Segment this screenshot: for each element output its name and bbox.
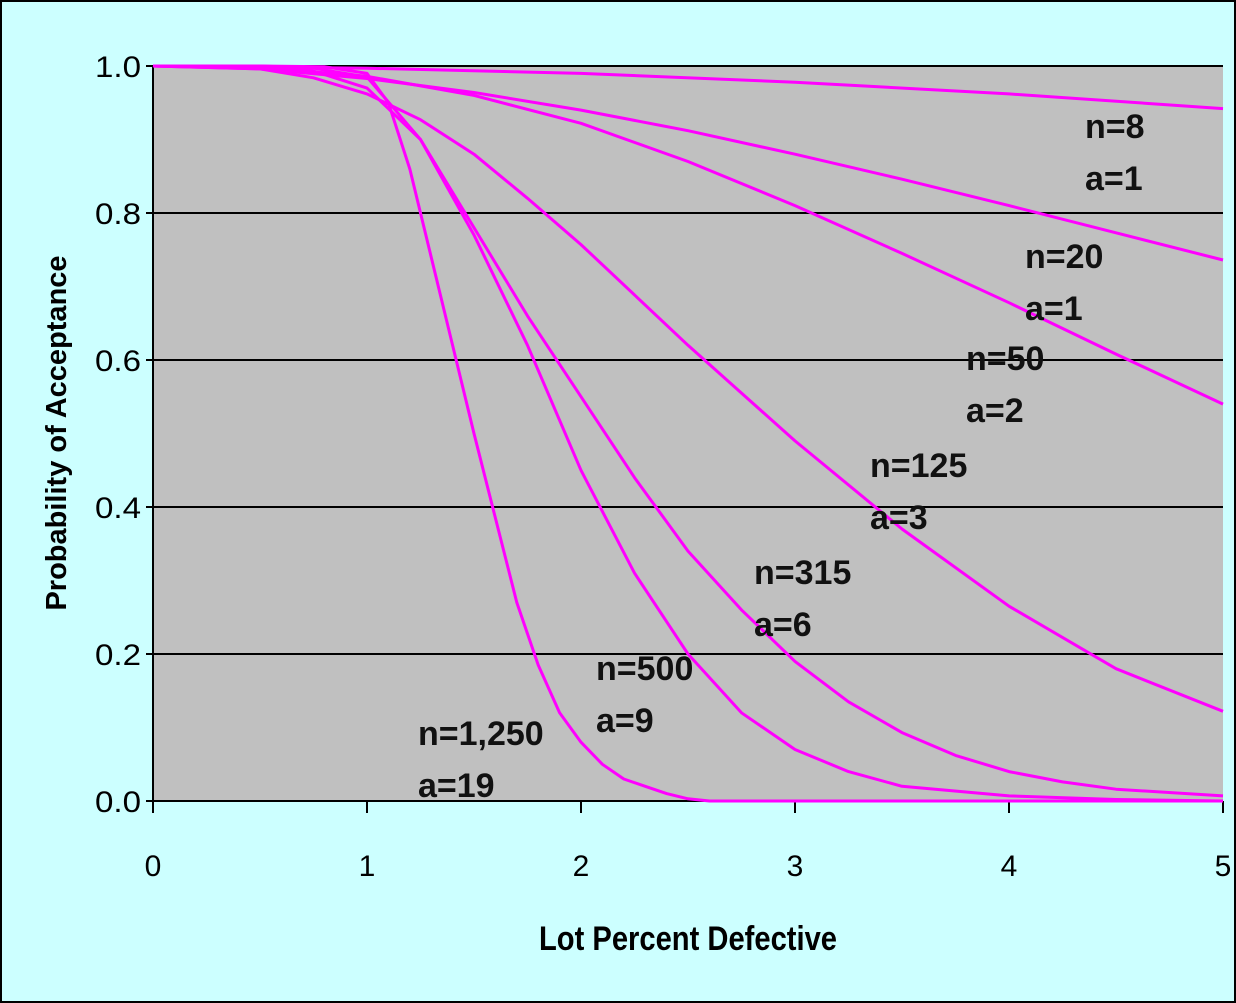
curve-label-0-line-1: a=1: [1085, 160, 1143, 198]
curve-label-6-line-0: n=1,250: [418, 715, 544, 753]
curve-label-1-line-0: n=20: [1025, 238, 1103, 276]
curve-label-2-line-1: a=2: [966, 392, 1024, 430]
curve-label-3-line-0: n=125: [870, 447, 967, 485]
x-tick-label-1: 1: [359, 850, 376, 883]
curve-label-1-line-1: a=1: [1025, 290, 1083, 328]
x-tick-label-0: 0: [145, 850, 162, 883]
x-tick-label-4: 4: [1001, 850, 1018, 883]
curve-label-4-line-1: a=6: [754, 606, 812, 644]
curve-3: [152, 64, 1224, 713]
curve-2: [152, 64, 1224, 406]
curve-label-3-line-1: a=3: [870, 499, 928, 537]
curve-label-5-line-1: a=9: [596, 702, 654, 740]
curve-4: [152, 64, 1224, 798]
curve-label-4-line-0: n=315: [754, 554, 851, 592]
plot-area: [153, 66, 1223, 801]
y-tick-label-4: 0.8: [95, 198, 141, 231]
curve-label-6-line-1: a=19: [418, 767, 495, 805]
curve-6: [153, 64, 1223, 803]
x-tick-label-5: 5: [1215, 850, 1232, 883]
x-axis-title: Lot Percent Defective: [539, 920, 837, 958]
curve-5: [153, 64, 1224, 803]
x-tick-label-2: 2: [573, 850, 590, 883]
y-tick-label-0: 0.0: [95, 786, 141, 819]
curve-labels: n=8 a=1 n=20 a=1 n=50 a=2 n=125 a=3 n=315 a=6 n=50…: [418, 108, 1145, 805]
y-tick-label-1: 0.2: [95, 639, 141, 672]
y-tick-label-5: 1.0: [95, 51, 141, 84]
y-tick-label-2: 0.4: [95, 492, 141, 525]
curve-label-0-line-0: n=8: [1085, 108, 1145, 146]
x-tick-label-3: 3: [787, 850, 804, 883]
y-axis-title: Probability of Acceptance: [41, 255, 73, 610]
axes: 0.0 0.2 0.4 0.6 0.8 1.0 0 1 2 3 4 5: [95, 51, 1231, 883]
curve-label-2-line-0: n=50: [966, 340, 1044, 378]
curve-label-5-line-0: n=500: [596, 650, 693, 688]
y-tick-label-3: 0.6: [95, 345, 141, 378]
curves: [152, 64, 1224, 803]
